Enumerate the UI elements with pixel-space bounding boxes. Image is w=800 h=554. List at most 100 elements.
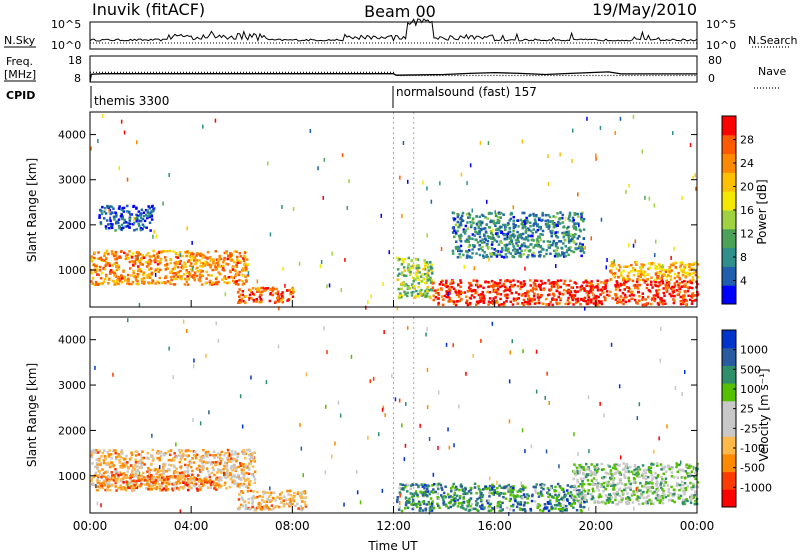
heatmap-cell (135, 474, 139, 477)
heatmap-cell (493, 281, 497, 284)
heatmap-cell (181, 485, 185, 489)
heatmap-cell (104, 225, 108, 228)
heatmap-cell (542, 255, 546, 258)
station-title: Inuvik (fitACF) (92, 0, 205, 19)
heatmap-cell (519, 508, 522, 511)
heatmap-cell (469, 297, 473, 300)
heatmap-cell (662, 287, 665, 290)
heatmap-cell (442, 298, 445, 301)
heatmap-cell (472, 279, 475, 282)
heatmap-cell (146, 456, 149, 460)
heatmap-cell (524, 229, 528, 233)
heatmap-cell (508, 508, 512, 511)
heatmap-cell (483, 251, 486, 254)
heatmap-cell (445, 504, 448, 508)
heatmap-cell (94, 465, 97, 468)
heatmap-cell (119, 250, 123, 253)
heatmap-cell (455, 494, 459, 497)
heatmap-cell (168, 482, 171, 486)
heatmap-cell (90, 455, 94, 459)
heatmap-cell (679, 295, 682, 299)
heatmap-cell (595, 153, 597, 158)
heatmap-cell (485, 255, 488, 258)
heatmap-cell (650, 499, 654, 503)
heatmap-cell (302, 473, 304, 478)
heatmap-cell (191, 240, 193, 245)
heatmap-cell (97, 474, 100, 477)
heatmap-cell (478, 244, 481, 247)
heatmap-cell (240, 472, 244, 475)
heatmap-cell (690, 295, 693, 298)
heatmap-cell (674, 261, 678, 265)
heatmap-cell (384, 413, 386, 418)
heatmap-cell (159, 258, 163, 261)
heatmap-cell (430, 263, 434, 266)
heatmap-cell (460, 298, 463, 301)
heatmap-cell (319, 264, 322, 269)
heatmap-cell (158, 473, 162, 477)
heatmap-cell (643, 275, 647, 278)
heatmap-cell (529, 221, 532, 224)
heatmap-cell (130, 453, 134, 456)
heatmap-cell (206, 486, 210, 489)
heatmap-cell (477, 220, 481, 224)
heatmap-cell (239, 478, 243, 481)
heatmap-cell (638, 278, 642, 282)
heatmap-cell (94, 270, 97, 273)
heatmap-cell (495, 299, 498, 303)
heatmap-cell (452, 302, 456, 305)
heatmap-cell (138, 224, 141, 228)
heatmap-cell (100, 258, 104, 261)
heatmap-cell (565, 250, 569, 254)
heatmap-cell (695, 468, 698, 471)
heatmap-cell (584, 306, 586, 311)
heatmap-cell (498, 500, 502, 504)
heatmap-cell (251, 502, 254, 505)
heatmap-cell (661, 268, 665, 272)
heatmap-cell (494, 232, 498, 235)
heatmap-cell (689, 501, 693, 504)
heatmap-cell (614, 288, 618, 291)
heatmap-cell (632, 114, 635, 119)
heatmap-cell (438, 482, 441, 486)
heatmap-cell (654, 253, 656, 258)
heatmap-cell (451, 226, 455, 230)
heatmap-cell (461, 488, 464, 491)
heatmap-cell (225, 473, 229, 477)
heatmap-cell (595, 479, 598, 482)
heatmap-cell (455, 485, 458, 489)
heatmap-cell (454, 231, 458, 234)
heatmap-cell (102, 479, 106, 483)
heatmap-cell (100, 484, 103, 488)
heatmap-cell (520, 244, 524, 248)
heatmap-cell (96, 466, 99, 469)
heatmap-cell (555, 223, 558, 227)
heatmap-cell (437, 293, 441, 297)
heatmap-cell (138, 466, 141, 469)
heatmap-cell (509, 280, 512, 284)
heatmap-cell (240, 468, 243, 471)
heatmap-cell (423, 273, 427, 276)
heatmap-cell (130, 282, 133, 286)
heatmap-cell (519, 490, 522, 493)
heatmap-cell (690, 293, 694, 296)
heatmap-cell (235, 458, 239, 462)
heatmap-cell (509, 490, 512, 493)
heatmap-cell (92, 475, 95, 479)
heatmap-cell (121, 487, 125, 490)
heatmap-cell (144, 477, 147, 480)
heatmap-cell (559, 507, 562, 511)
heatmap-cell (425, 493, 428, 497)
heatmap-cell (249, 289, 252, 292)
heatmap-cell (633, 465, 637, 468)
heatmap-cell (504, 287, 508, 290)
heatmap-cell (613, 483, 617, 487)
heatmap-cell (205, 277, 208, 280)
heatmap-cell (640, 491, 643, 494)
heatmap-cell (516, 236, 520, 240)
heatmap-cell (396, 268, 400, 271)
heatmap-cell (539, 288, 543, 291)
heatmap-cell (549, 502, 552, 505)
heatmap-cell (441, 488, 444, 491)
heatmap-cell (621, 291, 625, 295)
